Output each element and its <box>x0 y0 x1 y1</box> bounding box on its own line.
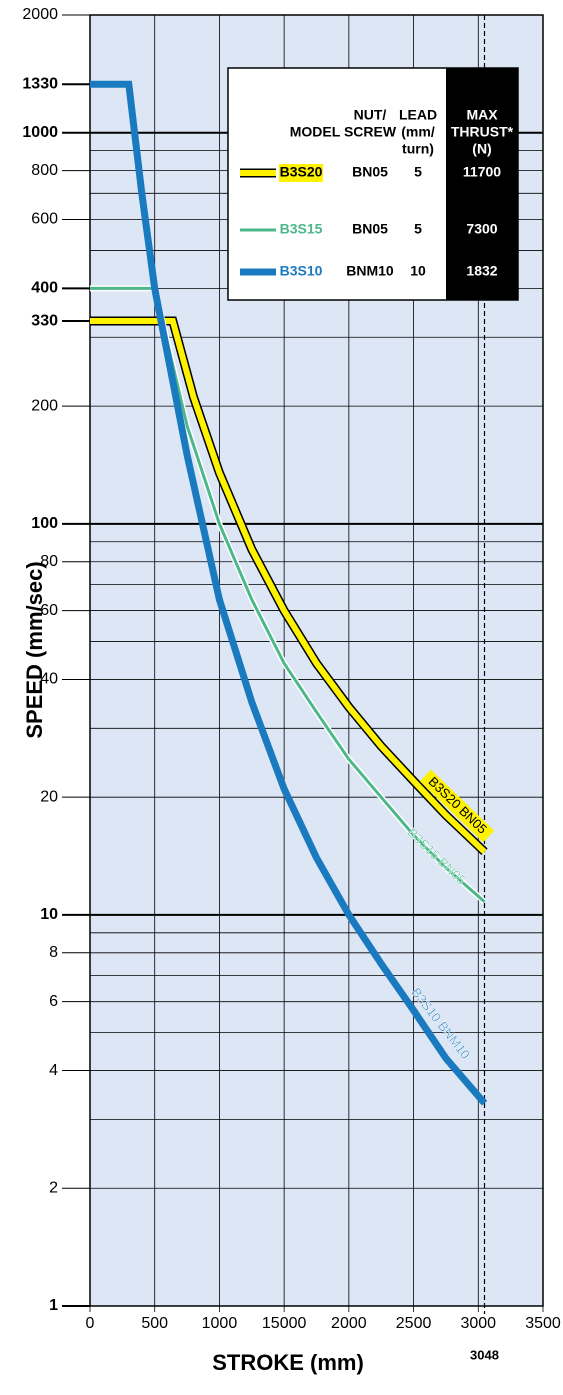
plot-frame <box>89 14 544 1307</box>
x-axis-label: STROKE (mm) <box>212 1350 364 1375</box>
x-tick-label: 2500 <box>396 1315 432 1332</box>
y-tick-label: 1 <box>49 1297 58 1314</box>
legend-header: SCREW <box>344 124 397 140</box>
y-tick-label: 60 <box>40 602 58 619</box>
label-highlight <box>419 769 495 843</box>
legend-header: turn) <box>402 141 434 157</box>
x-tick-label: 0 <box>86 1315 95 1332</box>
y-tick-label: 400 <box>31 280 58 297</box>
legend-thrust: 1832 <box>466 263 497 279</box>
legend-lead: 5 <box>414 164 422 180</box>
legend-header: LEAD <box>399 107 437 123</box>
legend-header: (N) <box>472 141 491 157</box>
legend-nut-screw: BN05 <box>352 221 388 237</box>
legend-nut-screw: BN05 <box>352 164 388 180</box>
legend-header: MAX <box>466 107 498 123</box>
y-tick-label: 600 <box>31 211 58 228</box>
y-tick-label: 4 <box>49 1062 58 1079</box>
y-tick-label: 1330 <box>22 76 58 93</box>
legend-thrust: 11700 <box>463 164 501 180</box>
legend-header: MODEL <box>290 124 341 140</box>
x-tick-label: 1000 <box>202 1315 238 1332</box>
line <box>90 80 488 1106</box>
y-tick-label: 800 <box>31 162 58 179</box>
y-tick-label: 2 <box>49 1179 58 1196</box>
legend-header: (mm/ <box>401 124 435 140</box>
legend-model: B3S20 <box>280 164 323 180</box>
legend-model: B3S10 <box>280 263 323 279</box>
y-tick-label: 200 <box>31 397 58 414</box>
line <box>90 318 487 854</box>
x-tick-label: 500 <box>141 1315 168 1332</box>
x-tick-label: 3500 <box>525 1315 561 1332</box>
y-tick-label: 20 <box>40 788 58 805</box>
y-tick-label: 330 <box>31 312 58 329</box>
legend-header: THRUST* <box>451 124 514 140</box>
x-tick-label: 15000 <box>262 1315 307 1332</box>
x-tick-label: 2000 <box>331 1315 367 1332</box>
y-tick-label: 6 <box>49 993 58 1010</box>
y-tick-label: 100 <box>31 515 58 532</box>
y-tick-label: 40 <box>40 671 58 688</box>
line <box>90 286 486 903</box>
legend-dark-column <box>446 68 518 300</box>
y-tick-label: 10 <box>40 906 58 923</box>
marker-label: 3048 <box>470 1347 499 1362</box>
y-axis-label: SPEED (mm/sec) <box>22 561 47 738</box>
legend-header: NUT/ <box>354 107 387 123</box>
legend-lead: 5 <box>414 221 422 237</box>
x-tick-label: 3000 <box>460 1315 496 1332</box>
y-tick-label: 1000 <box>22 124 58 141</box>
y-tick-label: 8 <box>49 944 58 961</box>
legend-model: B3S15 <box>280 221 323 237</box>
legend-thrust: 7300 <box>466 221 497 237</box>
label-highlight <box>279 164 323 182</box>
legend-lead: 10 <box>410 263 426 279</box>
legend-nut-screw: BNM10 <box>346 263 394 279</box>
y-tick-label: 2000 <box>22 6 58 23</box>
y-tick-label: 80 <box>40 553 58 570</box>
